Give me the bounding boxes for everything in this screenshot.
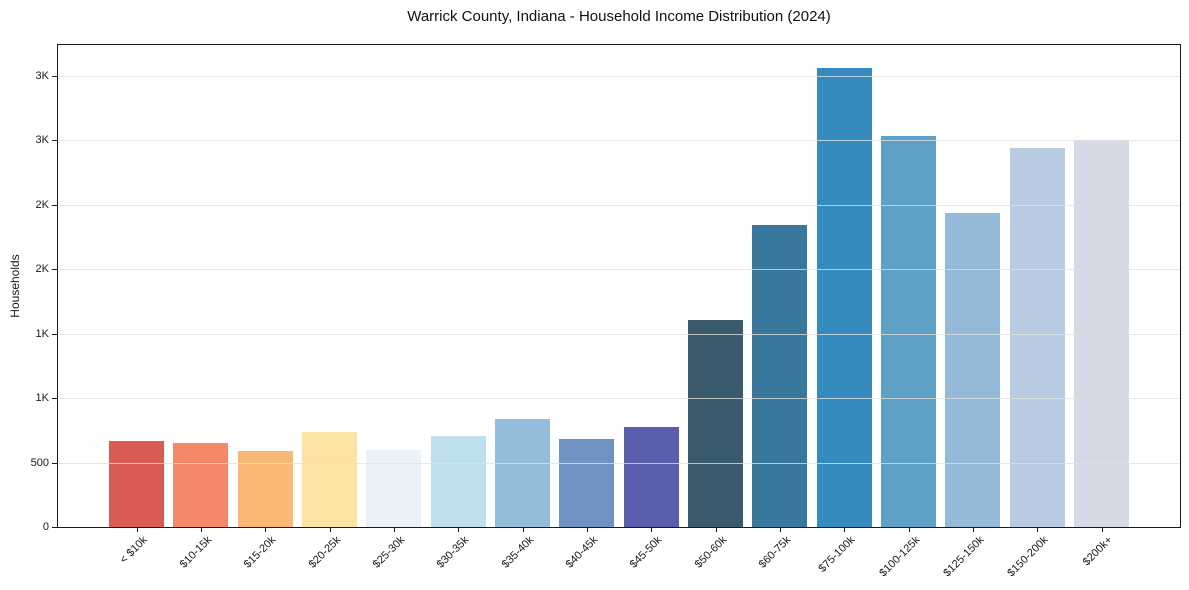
x-tick-mark <box>651 528 652 532</box>
x-tick-label: $125-150k <box>941 534 987 580</box>
x-tick-label: $25-30k <box>370 534 408 571</box>
bar--10k <box>109 441 164 527</box>
y-tick-label: 1K <box>35 392 49 404</box>
x-tick-label: $20-25k <box>306 534 343 571</box>
y-tick-mark <box>52 334 57 335</box>
x-tick-label: $10-15k <box>177 534 215 571</box>
y-tick-label: 2K <box>35 199 49 211</box>
y-tick-mark <box>52 398 57 399</box>
x-tick-mark <box>265 528 266 532</box>
x-tick-label: $50-60k <box>692 534 729 571</box>
gridline <box>58 205 1180 206</box>
bar--100-125k <box>881 136 936 527</box>
bar--25-30k <box>366 450 422 527</box>
x-tick-mark <box>523 528 524 532</box>
plot-area <box>57 44 1181 528</box>
gridline <box>58 463 1180 464</box>
x-tick-mark <box>1037 528 1038 532</box>
bar--125-150k <box>945 213 1001 527</box>
bar--200k+ <box>1074 140 1129 527</box>
x-tick-mark <box>1102 528 1103 532</box>
bar--40-45k <box>559 439 615 527</box>
x-tick-mark <box>844 528 845 532</box>
y-tick-label: 3K <box>35 134 49 146</box>
bar--60-75k <box>752 225 808 527</box>
gridline <box>58 269 1180 270</box>
x-tick-mark <box>394 528 395 532</box>
y-tick-mark <box>52 76 57 77</box>
x-tick-mark <box>458 528 459 532</box>
y-tick-mark <box>52 140 57 141</box>
x-tick-label: $40-45k <box>563 534 601 571</box>
bar--75-100k <box>816 68 872 527</box>
x-tick-mark <box>973 528 974 532</box>
bar--50-60k <box>688 320 743 527</box>
x-tick-label: $45-50k <box>628 534 665 571</box>
bar--20-25k <box>302 432 357 527</box>
x-tick-mark <box>909 528 910 532</box>
y-tick-mark <box>52 269 57 270</box>
x-tick-label: $35-40k <box>499 534 536 571</box>
x-tick-mark <box>716 528 717 532</box>
y-tick-mark <box>52 527 57 528</box>
chart-title: Warrick County, Indiana - Household Inco… <box>407 8 831 25</box>
y-tick-mark <box>52 463 57 464</box>
x-tick-mark <box>201 528 202 532</box>
bar--45-50k <box>623 427 679 527</box>
x-tick-label: $60-75k <box>756 534 794 571</box>
bar--30-35k <box>430 436 486 527</box>
y-axis-label: Households <box>8 254 22 318</box>
x-tick-label: $15-20k <box>242 534 279 571</box>
x-tick-label: < $10k <box>117 534 150 567</box>
bar--35-40k <box>495 419 550 527</box>
x-tick-label: $200k+ <box>1080 534 1115 569</box>
y-tick-label: 2K <box>35 263 49 275</box>
x-tick-label: $150-200k <box>1005 534 1051 580</box>
x-tick-mark <box>587 528 588 532</box>
x-tick-mark <box>137 528 138 532</box>
gridline <box>58 334 1180 335</box>
gridline <box>58 398 1180 399</box>
y-tick-mark <box>52 205 57 206</box>
x-tick-label: $75-100k <box>816 534 858 575</box>
gridline <box>58 140 1180 141</box>
x-tick-mark <box>780 528 781 532</box>
y-tick-label: 3K <box>35 70 49 82</box>
x-tick-label: $30-35k <box>435 534 472 571</box>
y-tick-label: 1K <box>35 328 49 340</box>
y-tick-label: 500 <box>30 457 49 469</box>
x-tick-label: $100-125k <box>876 534 922 580</box>
y-tick-label: 0 <box>42 521 49 533</box>
x-tick-mark <box>330 528 331 532</box>
gridline <box>58 76 1180 77</box>
bar--10-15k <box>173 443 229 527</box>
